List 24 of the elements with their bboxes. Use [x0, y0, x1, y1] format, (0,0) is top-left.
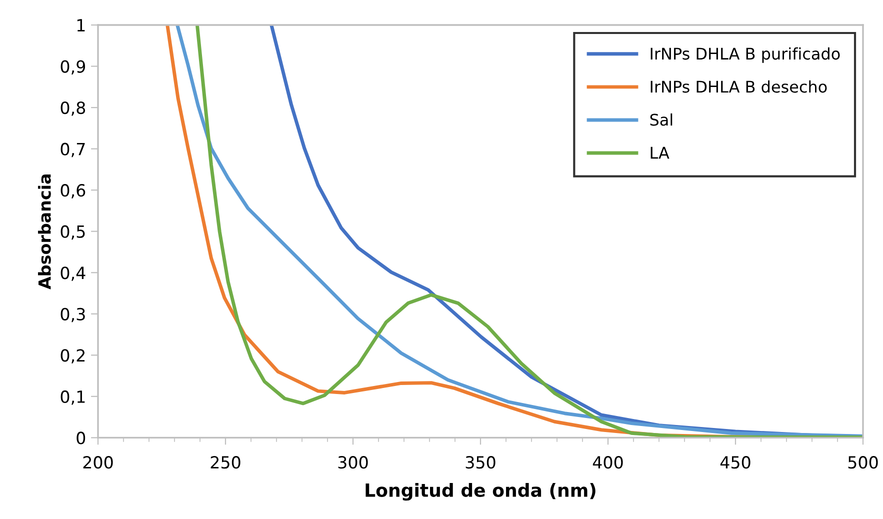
- x-tick-label: 500: [848, 456, 878, 469]
- y-tick-label: 0,3: [60, 308, 85, 322]
- y-tick-label: 0: [76, 432, 86, 444]
- y-tick-label: 0,9: [60, 60, 86, 75]
- x-tick-label: 250: [210, 456, 240, 469]
- x-tick-label: 200: [83, 456, 113, 469]
- y-tick-label: 0,8: [60, 102, 86, 116]
- x-axis-title: Longitud de onda (nm): [366, 482, 596, 501]
- x-tick-label: 450: [720, 456, 750, 469]
- legend-label: Sal: [650, 113, 672, 126]
- y-tick-label: 0,1: [60, 390, 85, 405]
- y-tick-label: 1: [77, 19, 85, 32]
- y-tick-label: 0,2: [60, 349, 85, 364]
- x-tick-label: 400: [592, 456, 623, 469]
- y-tick-label: 0,6: [60, 184, 86, 198]
- y-axis-title: Absorbancia: [38, 174, 51, 290]
- y-tick-label: 0,4: [60, 266, 86, 281]
- y-tick-label: 0,5: [60, 225, 85, 240]
- legend-label: IrNPs DHLA B purificado: [650, 47, 840, 63]
- legend-label: IrNPs DHLA B desecho: [650, 80, 827, 93]
- x-tick-label: 300: [338, 456, 368, 469]
- x-tick-label: 350: [466, 456, 496, 469]
- legend-label: LA: [650, 146, 670, 159]
- y-tick-label: 0,7: [60, 142, 85, 158]
